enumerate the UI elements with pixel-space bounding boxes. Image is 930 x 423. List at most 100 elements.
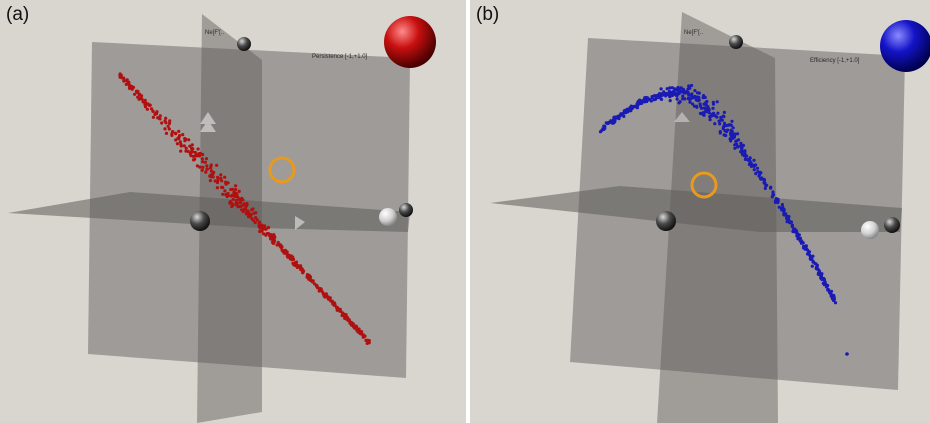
data-point — [722, 133, 726, 137]
data-point — [238, 201, 243, 205]
data-point — [675, 97, 679, 101]
data-point — [752, 158, 756, 162]
data-point — [729, 128, 733, 132]
data-point — [792, 228, 796, 232]
data-point — [769, 186, 773, 190]
data-point — [357, 327, 361, 331]
data-point — [690, 83, 694, 88]
data-point — [201, 160, 205, 164]
data-point — [215, 163, 219, 167]
data-point — [622, 114, 626, 118]
data-point — [209, 166, 213, 170]
scene-b[interactable]: Ne[F'[.. Efficiency [-1,+1.0] — [470, 0, 930, 423]
x-axis-white-sphere[interactable] — [861, 221, 879, 239]
data-point — [234, 191, 238, 195]
data-point — [272, 239, 277, 243]
data-point — [166, 124, 170, 128]
origin-sphere[interactable] — [656, 211, 676, 231]
data-point — [254, 211, 258, 215]
data-point — [763, 181, 767, 185]
data-point — [289, 254, 293, 258]
xz-plane — [8, 192, 410, 232]
data-point — [795, 231, 799, 235]
data-point — [149, 107, 154, 111]
data-point — [626, 108, 630, 113]
data-point — [299, 266, 303, 270]
data-point — [297, 265, 301, 269]
data-point — [143, 102, 147, 107]
data-point — [223, 180, 228, 184]
data-point — [740, 146, 744, 150]
data-point — [715, 100, 719, 104]
data-point — [713, 122, 717, 126]
data-point — [263, 224, 267, 228]
data-point — [231, 197, 235, 201]
data-point — [640, 101, 644, 105]
data-point — [366, 338, 370, 342]
data-point — [247, 213, 251, 217]
x-axis-white-sphere[interactable] — [379, 208, 397, 226]
data-point — [251, 207, 255, 211]
data-point — [663, 92, 667, 96]
data-point — [266, 232, 271, 236]
data-point — [198, 165, 202, 169]
data-point — [716, 111, 720, 115]
data-point — [822, 278, 826, 282]
data-point — [789, 220, 793, 224]
data-point — [181, 133, 185, 137]
data-point — [133, 92, 137, 96]
data-point — [151, 109, 155, 113]
data-point — [281, 250, 286, 254]
data-point — [308, 278, 313, 282]
x-axis-handle-sphere[interactable] — [399, 203, 413, 217]
data-point — [195, 154, 199, 158]
color-sphere-red[interactable] — [384, 16, 436, 68]
data-point — [827, 289, 831, 293]
data-point — [270, 234, 274, 239]
data-point — [294, 260, 299, 264]
data-point — [776, 200, 780, 205]
data-point — [801, 241, 805, 245]
data-point — [308, 275, 313, 279]
data-point — [635, 106, 639, 110]
data-point — [810, 264, 814, 268]
data-point — [187, 138, 191, 142]
data-point — [731, 126, 735, 130]
y-axis-handle-sphere[interactable] — [237, 37, 251, 51]
cursor-ring[interactable] — [690, 171, 718, 199]
data-point — [226, 181, 230, 185]
cursor-ring[interactable] — [268, 156, 296, 184]
data-point — [231, 187, 235, 191]
scene-a[interactable]: Ne[F'[.. Persistence [-1,+1.0] — [0, 0, 466, 423]
color-sphere-blue[interactable] — [880, 20, 930, 72]
data-point — [219, 173, 223, 177]
data-point — [818, 271, 822, 275]
data-point — [223, 175, 227, 179]
data-point — [291, 261, 295, 265]
data-point — [702, 111, 706, 115]
origin-sphere[interactable] — [190, 211, 210, 231]
data-point — [743, 152, 747, 156]
data-point — [167, 121, 172, 125]
data-point — [215, 180, 220, 185]
data-point — [824, 283, 829, 287]
data-point — [204, 170, 208, 174]
data-point — [669, 92, 673, 96]
data-point — [226, 191, 230, 196]
data-point — [845, 352, 849, 356]
data-point — [748, 159, 752, 163]
data-point — [236, 205, 240, 209]
data-point — [613, 118, 617, 122]
data-point — [182, 144, 186, 148]
data-point — [221, 192, 225, 196]
data-point — [736, 144, 740, 149]
data-point — [809, 257, 813, 261]
data-point — [739, 141, 743, 145]
data-point — [205, 167, 209, 171]
y-axis-handle-sphere[interactable] — [729, 35, 743, 49]
data-point — [257, 225, 261, 229]
data-point — [200, 168, 204, 172]
data-point — [686, 91, 690, 95]
x-axis-handle-sphere[interactable] — [884, 217, 900, 233]
data-point — [288, 257, 292, 261]
